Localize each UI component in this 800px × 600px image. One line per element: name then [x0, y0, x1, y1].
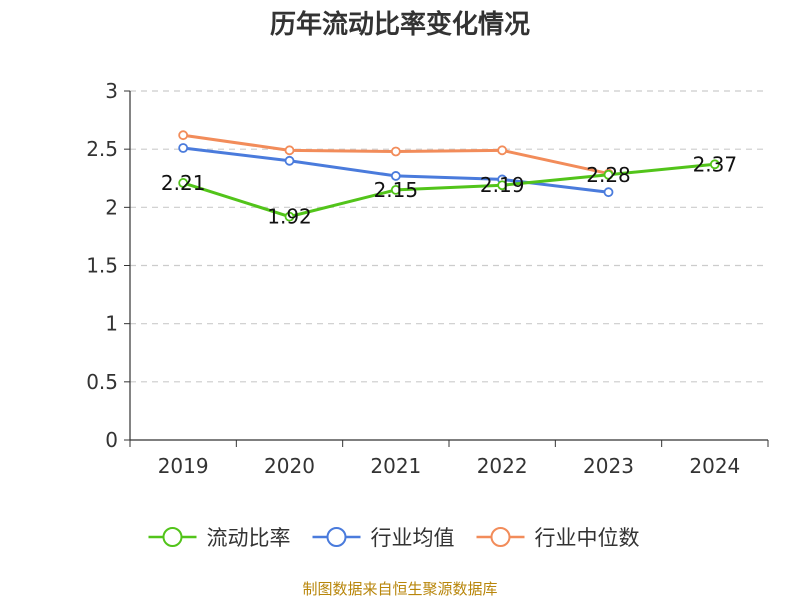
legend-item[interactable]: 流动比率 [148, 526, 291, 550]
data-point [390, 184, 401, 195]
source-note: 制图数据来自恒生聚源数据库 [302, 580, 497, 598]
y-tick-label: 1.5 [86, 254, 118, 278]
axis-layer: 0 0.5 1 1.5 2 2.5 3 2019 2020 2021 2022 2023 2024 [86, 79, 769, 478]
x-tick-label: 2022 [477, 454, 528, 478]
data-point [497, 145, 508, 156]
legend-swatch-marker [326, 527, 347, 547]
data-point [603, 187, 614, 198]
y-tick-label: 3 [105, 79, 118, 103]
data-label: 2.28 [586, 163, 631, 187]
data-label: 2.21 [161, 171, 206, 195]
chart-title: 历年流动比率变化情况 [270, 9, 530, 40]
series-layer [178, 130, 720, 222]
data-label-layer: 2.21 1.92 2.15 2.19 2.28 2.37 [161, 152, 737, 228]
data-point [390, 171, 401, 181]
y-tick-label: 1 [105, 312, 118, 336]
legend-item[interactable]: 行业中位数 [476, 526, 640, 550]
data-point [178, 130, 189, 141]
x-tick-label: 2023 [583, 454, 634, 478]
legend-swatch-marker [490, 527, 511, 547]
x-tick-label: 2024 [689, 454, 740, 478]
y-tick-label: 2 [105, 195, 118, 219]
x-tick-label: 2020 [264, 454, 315, 478]
y-tick-label: 0 [105, 428, 118, 452]
data-point [497, 180, 508, 191]
x-tick-label: 2021 [370, 454, 421, 478]
grid-layer [130, 90, 768, 383]
data-label: 2.15 [374, 178, 419, 202]
data-label: 2.19 [480, 173, 525, 197]
legend-item[interactable]: 行业均值 [312, 526, 455, 550]
series-line [182, 162, 715, 219]
legend-label: 流动比率 [207, 526, 291, 550]
data-point [603, 169, 614, 180]
data-label: 2.37 [693, 152, 738, 176]
data-label: 1.92 [267, 205, 312, 229]
data-point [284, 155, 295, 166]
data-point [284, 211, 295, 222]
y-tick-label: 0.5 [86, 370, 118, 394]
y-tick-label: 2.5 [86, 137, 118, 161]
legend-label: 行业中位数 [535, 526, 640, 550]
legend-label: 行业均值 [371, 526, 455, 550]
data-point [284, 145, 295, 156]
legend: 流动比率 行业均值 行业中位数 [148, 526, 640, 550]
x-tick-label: 2019 [158, 454, 209, 478]
data-point [709, 159, 720, 170]
data-point [178, 143, 189, 153]
legend-swatch-marker [162, 527, 183, 547]
data-point [178, 178, 189, 188]
data-point [390, 146, 401, 157]
